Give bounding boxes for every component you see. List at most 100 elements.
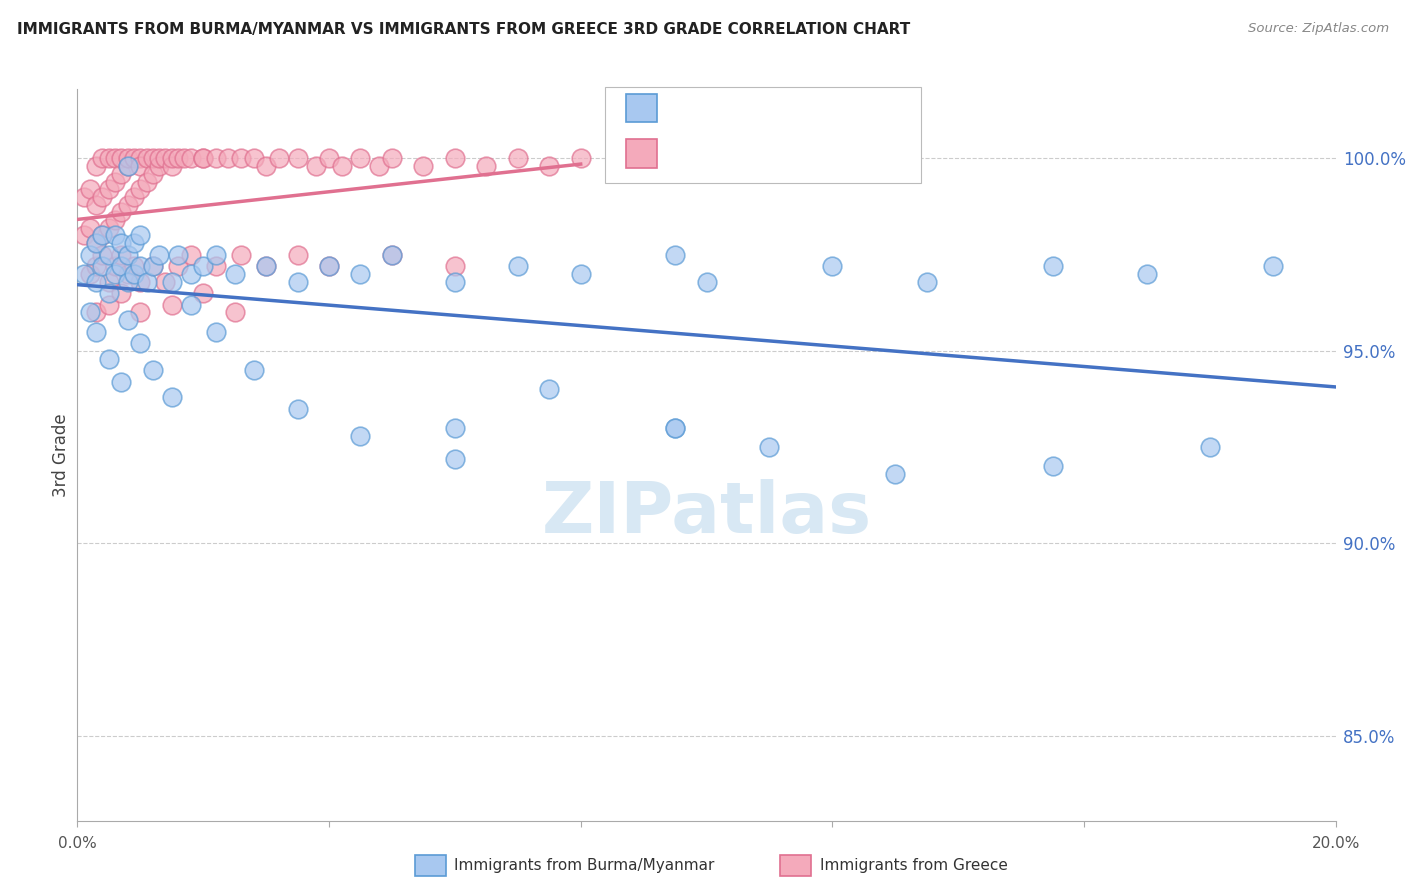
Point xyxy=(180,152,202,166)
Point xyxy=(91,260,114,274)
Point xyxy=(191,260,215,274)
Point xyxy=(129,159,152,173)
Point xyxy=(254,260,277,274)
Text: R =: R = xyxy=(668,99,707,117)
Point xyxy=(117,313,139,327)
Point xyxy=(84,275,107,289)
Point xyxy=(444,260,467,274)
Point xyxy=(267,152,290,166)
Point xyxy=(142,363,165,377)
Point xyxy=(148,152,170,166)
Point xyxy=(110,167,132,181)
Point xyxy=(91,248,114,262)
Point xyxy=(135,175,157,189)
Point xyxy=(122,260,145,274)
Point xyxy=(84,197,107,211)
Point xyxy=(1261,260,1284,274)
Point xyxy=(349,152,371,166)
Point xyxy=(91,190,114,204)
Point xyxy=(117,275,139,289)
Point xyxy=(97,286,120,301)
Point xyxy=(242,363,264,377)
Point xyxy=(884,467,907,482)
Point xyxy=(664,248,686,262)
Point xyxy=(117,152,139,166)
Point xyxy=(97,248,120,262)
Point xyxy=(110,152,132,166)
Point xyxy=(72,267,94,281)
Point xyxy=(224,267,246,281)
Point xyxy=(148,159,170,173)
Point xyxy=(97,351,120,366)
Point xyxy=(160,275,183,289)
Point xyxy=(97,298,120,312)
Point xyxy=(142,260,165,274)
Point xyxy=(79,182,101,196)
Point xyxy=(129,182,152,196)
Point xyxy=(142,152,165,166)
Point xyxy=(84,325,107,339)
Point xyxy=(110,286,132,301)
Point xyxy=(173,152,195,166)
Point xyxy=(91,228,114,243)
Point xyxy=(142,260,165,274)
Point xyxy=(97,182,120,196)
Point xyxy=(224,305,246,319)
Point xyxy=(287,275,309,289)
Point xyxy=(117,159,139,173)
Point xyxy=(381,152,404,166)
Point xyxy=(254,159,277,173)
Point xyxy=(155,275,177,289)
Point xyxy=(191,286,215,301)
Y-axis label: 3rd Grade: 3rd Grade xyxy=(52,413,70,497)
Text: R =: R = xyxy=(668,145,707,162)
Point xyxy=(229,152,252,166)
Point xyxy=(97,220,120,235)
Text: Immigrants from Burma/Myanmar: Immigrants from Burma/Myanmar xyxy=(454,858,714,872)
Point xyxy=(696,275,718,289)
Point xyxy=(287,401,309,416)
Text: 20.0%: 20.0% xyxy=(1312,836,1360,851)
Point xyxy=(110,375,132,389)
Point xyxy=(122,152,145,166)
Point xyxy=(538,159,561,173)
Point xyxy=(84,305,107,319)
Text: ZIPatlas: ZIPatlas xyxy=(541,479,872,548)
Point xyxy=(148,248,170,262)
Point xyxy=(318,260,340,274)
Point xyxy=(569,267,592,281)
Point xyxy=(204,248,226,262)
Point xyxy=(475,159,498,173)
Text: N =: N = xyxy=(778,99,817,117)
Point xyxy=(569,152,592,166)
Point xyxy=(84,260,107,274)
Point xyxy=(664,421,686,435)
Point xyxy=(104,267,127,281)
Point xyxy=(129,275,152,289)
Point xyxy=(129,305,152,319)
Point xyxy=(180,298,202,312)
Point xyxy=(444,451,467,466)
Point xyxy=(72,228,94,243)
Point xyxy=(117,197,139,211)
Point xyxy=(758,440,780,454)
Text: 87: 87 xyxy=(815,145,841,162)
Point xyxy=(412,159,434,173)
Point xyxy=(381,248,404,262)
Point xyxy=(191,152,215,166)
Point xyxy=(180,267,202,281)
Point xyxy=(349,428,371,442)
Point xyxy=(821,260,844,274)
Point xyxy=(444,421,467,435)
Point xyxy=(72,190,94,204)
Point xyxy=(204,325,226,339)
Point xyxy=(122,190,145,204)
Point xyxy=(506,260,529,274)
Point xyxy=(318,152,340,166)
Point xyxy=(104,260,127,274)
Point xyxy=(135,275,157,289)
Point xyxy=(1199,440,1222,454)
Point xyxy=(84,236,107,251)
Point xyxy=(1042,260,1064,274)
Point xyxy=(305,159,328,173)
